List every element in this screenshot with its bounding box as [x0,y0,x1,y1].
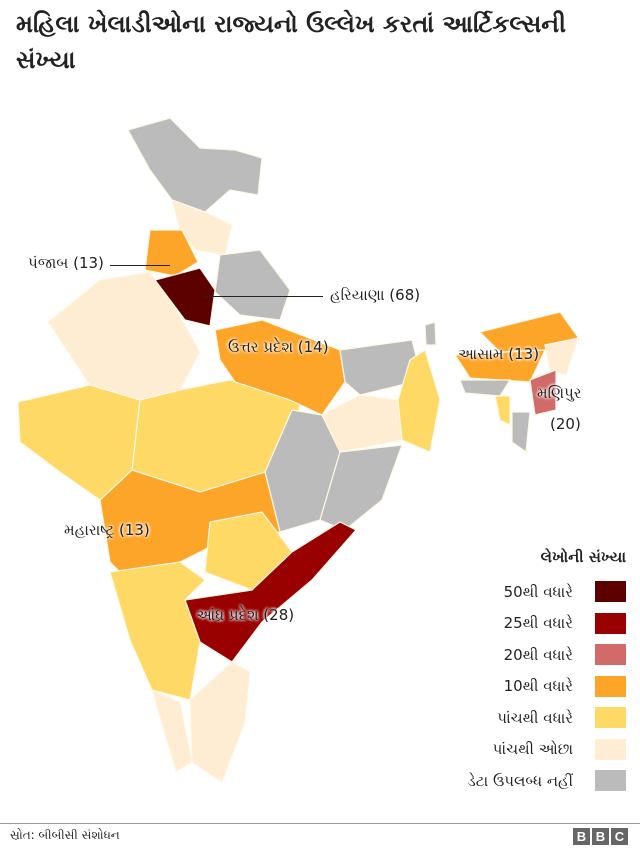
legend-swatch [595,644,626,666]
legend-item: પાંચથી ઓછા [426,734,626,766]
legend-swatch [595,612,626,634]
legend-title: લેખોની સંખ્યા [540,548,626,566]
legend-label: 10થી વધારે [503,677,573,696]
footer-divider [0,823,640,824]
state-andhra-pradesh [184,521,357,663]
state-odisha [319,444,403,531]
state-haryana [153,267,216,327]
bbc-logo: B B C [573,828,628,845]
leader-line [205,296,323,297]
state-meghalaya [459,379,512,397]
state-manipur [529,369,557,416]
chart-title: મહિલા ખેલાડીઓના રાજ્યનો ઉલ્લેખ કરતાં આર્… [16,10,566,74]
legend-label: 25થી વધારે [503,614,573,633]
state-tripura [494,395,511,426]
label-andhra-pradesh: આંધ્ર પ્રદેશ (28) [196,606,295,624]
legend-swatch [595,707,626,729]
state-nagaland [544,337,579,376]
legend-label: 50થી વધારે [503,582,573,601]
legend-item: પાંચથી વધારે [426,702,626,734]
legend-item: 10થી વધારે [426,671,626,703]
state-west-bengal [397,349,441,453]
legend-item: 50થી વધારે [426,576,626,608]
legend-swatch [595,738,626,760]
state-uttarakhand [214,249,291,321]
logo-letter: B [592,828,609,845]
legend-item: ડેટા ઉપલબ્ધ નહીં [426,765,626,797]
label-haryana: હરિયાણા (68) [330,286,421,304]
label-punjab: પંજાબ (13) [28,254,104,272]
state-bihar [339,339,423,396]
state-sikkim [424,321,437,346]
label-assam: આસામ (13) [458,345,540,363]
label-uttar-pradesh: ઉત્તર પ્રદેશ (14) [228,338,329,356]
leader-line [110,265,170,266]
state-jammu-kashmir [127,117,263,213]
legend-swatch [595,770,626,792]
label-maharashtra: મહારાષ્ટ્ર (13) [64,521,150,539]
state-mizoram [511,411,531,454]
label-manipur: મણિપુર [537,384,582,402]
legend-item: 25થી વધારે [426,608,626,640]
state-tamil-nadu [189,661,251,783]
legend-label: પાંચથી વધારે [497,708,573,727]
state-punjab [144,229,199,277]
legend-label: 20થી વધારે [503,645,573,664]
logo-letter: C [611,828,628,845]
label-manipur-value: (20) [550,415,581,433]
legend-label: પાંચથી ઓછા [492,740,573,759]
legend-label: ડેટા ઉપલબ્ધ નહીં [467,771,573,790]
source-note: સ્રોત: બીબીસી સંશોધન [10,828,120,842]
legend: લેખોની સંખ્યા 50થી વધારે 25થી વધારે 20થી વ… [426,548,626,797]
legend-swatch [595,675,626,697]
legend-item: 20થી વધારે [426,639,626,671]
legend-swatch [595,581,626,603]
state-karnataka [109,561,206,701]
state-kerala [151,688,193,773]
logo-letter: B [573,828,590,845]
